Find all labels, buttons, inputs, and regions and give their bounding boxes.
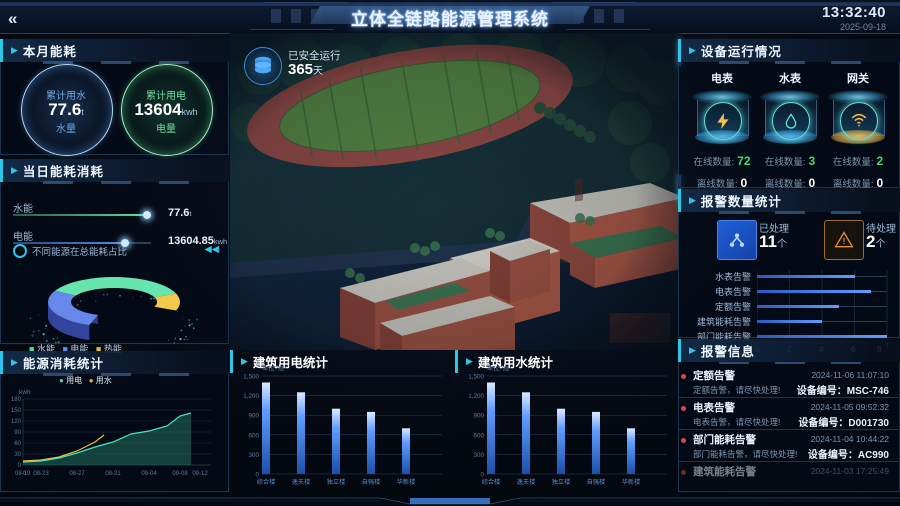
svg-text:kwh: kwh	[19, 389, 31, 396]
svg-text:300: 300	[473, 452, 484, 459]
svg-text:60: 60	[14, 440, 21, 447]
svg-text:09-04: 09-04	[141, 471, 157, 477]
svg-text:1,500: 1,500	[468, 374, 484, 381]
svg-text:华新楼: 华新楼	[397, 478, 416, 486]
svg-text:08-31: 08-31	[105, 471, 121, 477]
svg-text:逸夫楼: 逸夫楼	[292, 478, 311, 486]
svg-text:1,200: 1,200	[468, 393, 484, 400]
svg-text:08-23: 08-23	[33, 471, 49, 477]
svg-text:600: 600	[248, 432, 259, 439]
svg-text:单位: 度: 单位: 度	[262, 366, 285, 372]
svg-text:自强楼: 自强楼	[587, 478, 606, 486]
svg-text:0: 0	[18, 462, 22, 469]
svg-text:逸夫楼: 逸夫楼	[517, 478, 536, 486]
svg-text:900: 900	[248, 413, 259, 420]
svg-text:0: 0	[480, 472, 484, 479]
svg-text:900: 900	[473, 413, 484, 420]
svg-text:0: 0	[255, 472, 259, 479]
svg-text:600: 600	[473, 432, 484, 439]
svg-text:08-27: 08-27	[69, 471, 85, 477]
svg-text:180: 180	[11, 396, 22, 403]
svg-text:120: 120	[11, 418, 22, 425]
svg-text:独立楼: 独立楼	[327, 478, 346, 486]
svg-text:华新楼: 华新楼	[622, 478, 641, 486]
svg-text:独立楼: 独立楼	[552, 478, 571, 486]
svg-text:单位: 度: 单位: 度	[487, 366, 510, 372]
svg-text:1,200: 1,200	[243, 393, 259, 400]
svg-text:自强楼: 自强楼	[362, 478, 381, 486]
svg-text:300: 300	[248, 452, 259, 459]
svg-text:150: 150	[11, 407, 22, 414]
svg-text:!: !	[843, 236, 846, 246]
svg-text:09-08: 09-08	[172, 471, 188, 477]
svg-text:90: 90	[14, 429, 21, 436]
svg-text:综合楼: 综合楼	[482, 478, 501, 486]
svg-text:30: 30	[14, 451, 21, 458]
svg-text:09-12: 09-12	[192, 471, 208, 477]
svg-text:1,500: 1,500	[243, 374, 259, 381]
svg-text:综合楼: 综合楼	[257, 478, 276, 486]
